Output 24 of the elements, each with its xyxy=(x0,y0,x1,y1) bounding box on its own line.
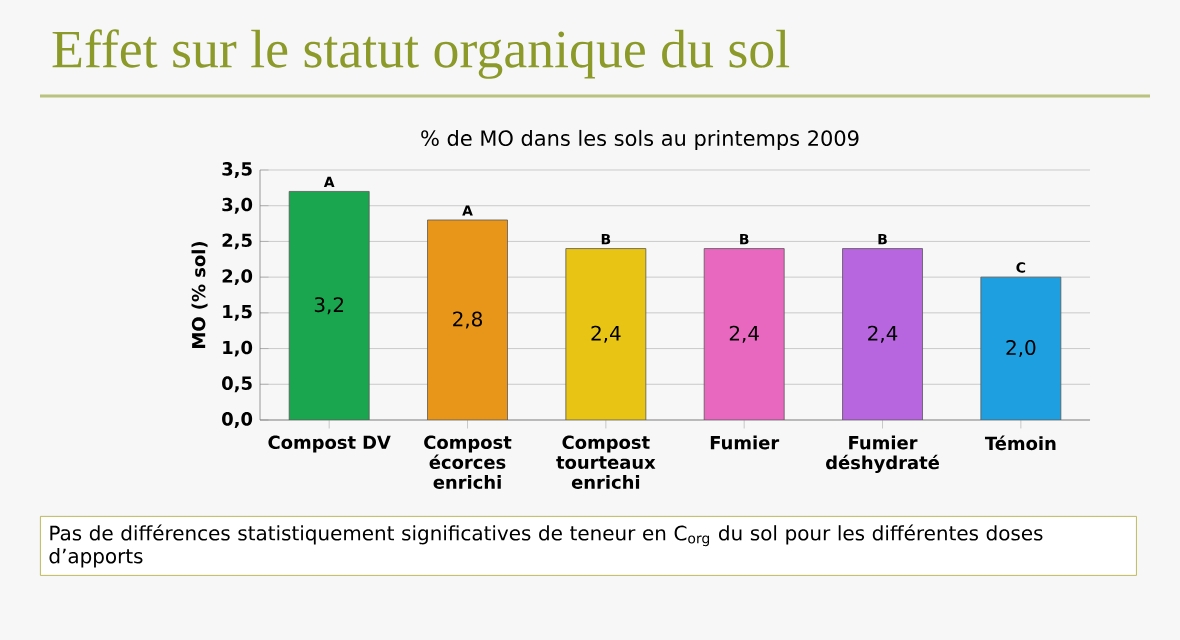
y-tick-label: 3,5 xyxy=(222,162,252,178)
data-label: 2,4 xyxy=(729,325,759,343)
x-tick-label: Compost écorces enrichi xyxy=(424,435,512,489)
y-tick-label: 2,0 xyxy=(222,269,253,286)
y-tick-label: 2,5 xyxy=(222,233,252,250)
x-tick-label: Témoin xyxy=(984,435,1056,451)
y-tick-label: 1,0 xyxy=(223,340,253,357)
x-tick-label: Compost DV xyxy=(268,435,391,453)
y-tick-label: 1,5 xyxy=(223,305,252,321)
text: Pas de différences statistiquement significatives de teneur en C$_{org}$ du sol pour les différentes doses d’apports xyxy=(49,524,1043,568)
chart-title: Effet sur le statut organique du sol xyxy=(52,29,790,79)
y-tick-label: 0,5 xyxy=(222,376,252,393)
data-label: 2,4 xyxy=(868,325,898,343)
y-tick-label: 3,0 xyxy=(222,197,253,214)
y-tick-label: 0,0 xyxy=(222,412,253,428)
data-label: 2,0 xyxy=(1006,339,1036,358)
x-tick-label: Compost tourteaux enrichi xyxy=(556,435,656,489)
data-label: 3,2 xyxy=(314,297,344,315)
y-axis-title: MO (% sol) xyxy=(191,242,208,348)
chart-subtitle: % de MO dans les sols au printemps 2009 xyxy=(421,129,859,151)
data-label: 2,4 xyxy=(591,325,621,343)
x-tick-label: Fumier déshydraté xyxy=(826,435,939,473)
x-tick-label: Fumier xyxy=(710,435,780,450)
data-label: 2,8 xyxy=(453,311,482,329)
